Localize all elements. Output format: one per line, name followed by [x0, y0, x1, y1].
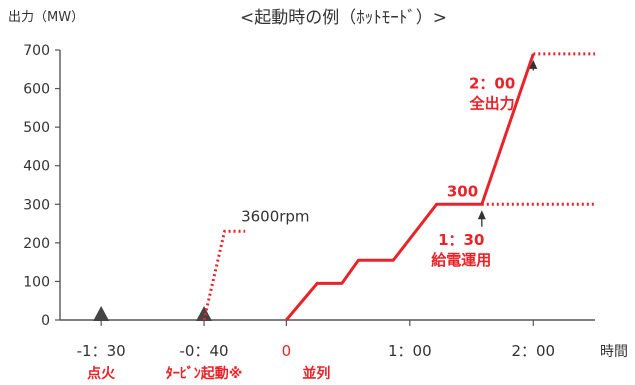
y-tick-label: 300	[23, 197, 50, 213]
annotation-text: 1：30	[438, 231, 484, 249]
y-axis-label: 出力（MW）	[8, 10, 84, 25]
annotation-arrow-head	[529, 59, 538, 69]
x-tick-label: 0	[282, 342, 292, 360]
x-tick-label: -1：30	[77, 342, 126, 360]
annotations: 3600rpm 300 1：30 給電運用 2：00 全出力	[241, 59, 538, 269]
x-tick-label: 1：00	[388, 342, 432, 360]
data-series	[202, 52, 595, 321]
y-tick-label: 0	[41, 313, 50, 329]
y-tick-label: 400	[23, 159, 50, 175]
y-tick-label: 600	[23, 82, 50, 98]
annotation-text: 3600rpm	[241, 208, 309, 226]
annotation-text: 全出力	[469, 95, 515, 113]
annotation-text: 給電運用	[431, 251, 491, 269]
annotation-arrow-head	[477, 210, 486, 220]
event-triangle-marker	[93, 306, 110, 321]
event-label: 点火	[87, 365, 116, 382]
y-tick-label: 100	[23, 274, 50, 290]
output-dotted-line	[202, 229, 246, 321]
axes: 0 100 200 300 400 500 600 700 -1：30 -0：40 0 1：00 2：0…	[23, 43, 595, 382]
annotation-text: 2：00	[469, 75, 515, 93]
event-label: 並列	[302, 365, 330, 382]
y-tick-label: 700	[23, 43, 50, 59]
x-tick-label: -0：40	[180, 342, 229, 360]
x-tick-label: 2：00	[511, 342, 555, 360]
y-tick-label: 200	[23, 236, 50, 252]
output-line	[285, 53, 535, 321]
x-axis-label: 時間	[600, 344, 628, 360]
annotation-text: 300	[447, 183, 478, 201]
event-label: ﾀｰﾋﾞﾝ起動※	[166, 365, 243, 382]
chart-title: <起動時の例（ﾎｯﾄﾓｰﾄﾞ）>	[240, 8, 447, 28]
y-tick-label: 500	[23, 120, 50, 136]
